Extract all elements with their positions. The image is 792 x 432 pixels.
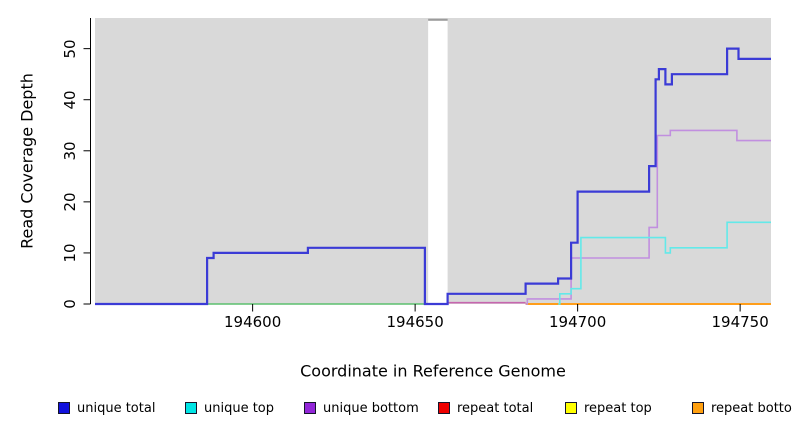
series-unique-top	[558, 221, 771, 305]
legend-label: unique top	[204, 400, 275, 416]
legend-item-unique-bottom: unique bottom	[304, 399, 419, 417]
legend-swatch-icon	[438, 402, 450, 414]
legend-label: repeat top	[584, 400, 652, 416]
y-tick-label: 40	[61, 90, 79, 110]
y-tick-label: 10	[61, 243, 79, 263]
x-tick-label: 194650	[386, 313, 444, 331]
legend-item-repeat-total: repeat total	[438, 399, 533, 417]
y-axis-title: Read Coverage Depth	[17, 73, 37, 249]
y-tick-label: 30	[61, 141, 79, 161]
masked-region	[428, 20, 448, 304]
legend-swatch-icon	[692, 402, 704, 414]
legend-swatch-icon	[185, 402, 197, 414]
legend-swatch-icon	[304, 402, 316, 414]
legend-item-repeat-top: repeat top	[565, 399, 652, 417]
y-tick-label: 0	[61, 299, 79, 309]
masked-region-cap	[428, 18, 448, 21]
y-tick-label: 50	[61, 39, 79, 59]
x-axis-title: Coordinate in Reference Genome	[300, 361, 566, 381]
y-tick-label: 20	[61, 192, 79, 212]
legend-swatch-icon	[565, 402, 577, 414]
x-tick-label: 194750	[711, 313, 769, 331]
legend-label: unique total	[77, 400, 156, 416]
legend-item-repeat-bottom: repeat bottom	[692, 399, 792, 417]
series-unique-total	[95, 47, 771, 306]
legend-label: repeat bottom	[711, 400, 792, 416]
x-tick-label: 194600	[223, 313, 282, 331]
legend-swatch-icon	[58, 402, 70, 414]
series-unique-bottom	[525, 129, 771, 305]
x-tick-label: 194700	[548, 313, 607, 331]
legend-item-unique-top: unique top	[185, 399, 274, 417]
legend-label: unique bottom	[323, 400, 419, 416]
legend-label: repeat total	[457, 400, 534, 416]
legend-item-unique-total: unique total	[58, 399, 155, 417]
